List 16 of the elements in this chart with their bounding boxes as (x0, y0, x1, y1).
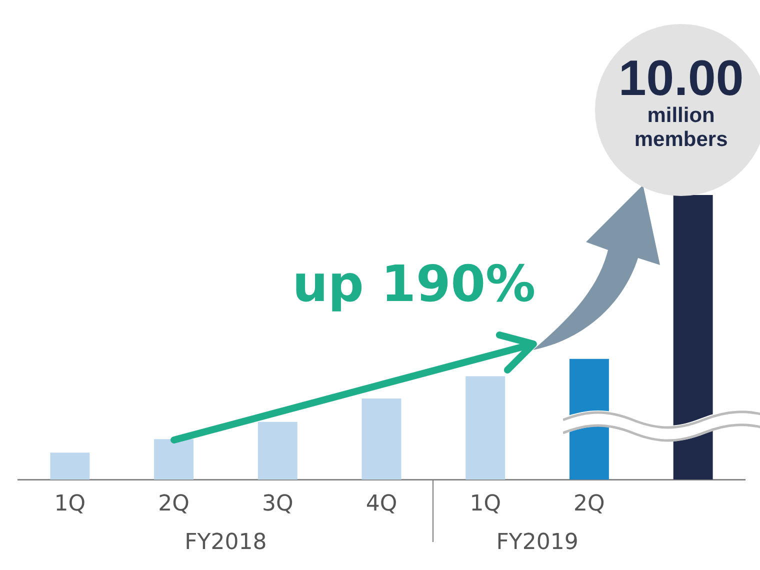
x-tick-label: 2Q (574, 492, 605, 517)
bar (466, 376, 506, 480)
text: 10.00 million members (618, 50, 744, 152)
x-tick-label: 4Q (366, 492, 398, 517)
x-tick-label: 1Q (54, 492, 86, 517)
bar (154, 439, 194, 480)
x-tick-label: 1Q (470, 492, 502, 517)
text: FY2018 (184, 530, 267, 555)
bar (362, 398, 402, 480)
bar (258, 422, 298, 480)
x-tick-label: 2Q (158, 492, 190, 517)
bar (673, 195, 713, 480)
bar (50, 452, 90, 480)
x-tick-label: 3Q (262, 492, 294, 517)
annotation: up 190% (292, 255, 536, 313)
text: FY2019 (496, 530, 578, 555)
